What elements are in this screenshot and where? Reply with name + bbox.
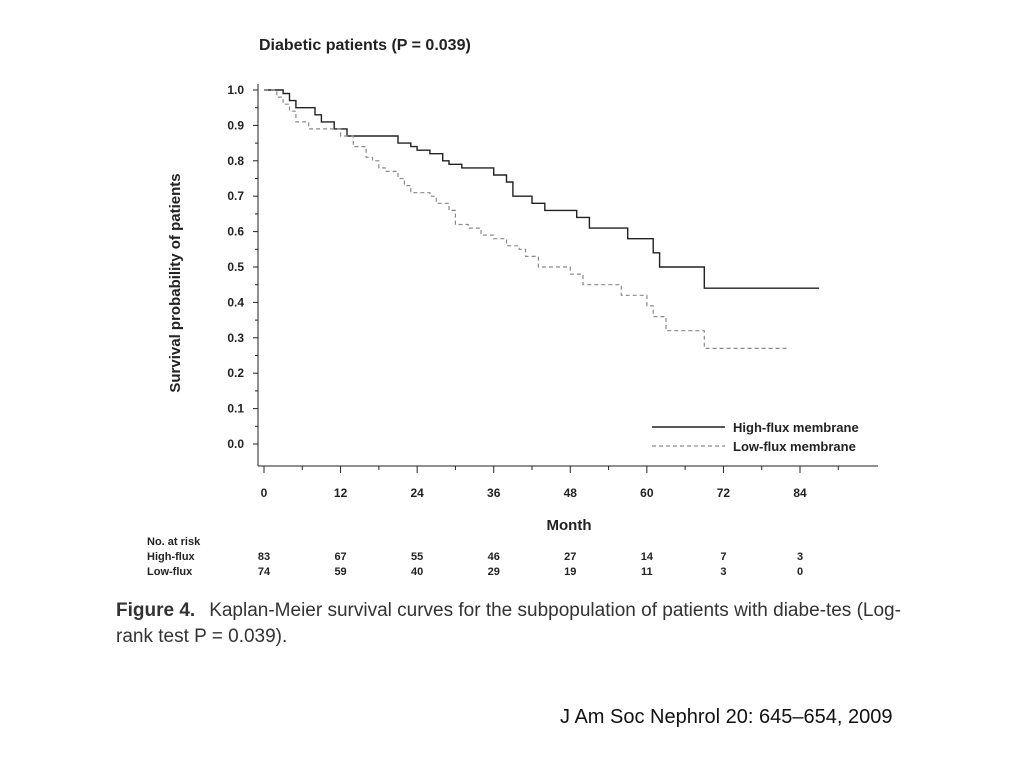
x-tick-label: 0 [261, 486, 268, 500]
risk-row-label-high-flux: High-flux [147, 551, 196, 563]
figure-caption: Figure 4. Kaplan-Meier survival curves fo… [116, 598, 916, 650]
x-tick-label: 36 [487, 486, 501, 500]
y-tick-label: 0.8 [227, 154, 244, 168]
risk-value-low-flux: 3 [720, 566, 726, 578]
risk-table-header: No. at risk [147, 536, 201, 548]
y-tick-label: 0.2 [227, 366, 244, 380]
risk-value-low-flux: 29 [488, 566, 500, 578]
risk-value-high-flux: 46 [488, 551, 500, 563]
x-tick-label: 72 [717, 486, 731, 500]
y-tick-label: 0.5 [227, 260, 244, 274]
risk-values: 83 67 55 46 27 14 7 3 74 59 40 29 19 11 3 0 [258, 551, 803, 578]
figure-caption-label: Figure 4. [116, 600, 196, 621]
y-tick-label: 0.0 [227, 437, 244, 451]
y-tick-label: 0.9 [227, 118, 244, 132]
risk-table: No. at risk High-flux Low-flux 83 67 55 46 2… [147, 536, 803, 578]
series-line-low-flux [264, 89, 788, 349]
x-tick-label: 60 [640, 486, 654, 500]
x-tick-label: 12 [334, 486, 348, 500]
y-tick-label: 0.4 [227, 295, 244, 309]
risk-value-high-flux: 3 [797, 551, 803, 563]
risk-value-high-flux: 27 [564, 551, 576, 563]
risk-value-low-flux: 0 [797, 566, 803, 578]
x-tick-label: 24 [410, 486, 424, 500]
y-tick-label: 1.0 [227, 83, 244, 97]
x-tick-label: 84 [793, 486, 807, 500]
series-line-high-flux [264, 89, 820, 289]
risk-value-high-flux: 83 [258, 551, 270, 563]
risk-value-high-flux: 7 [720, 551, 726, 563]
y-axis-label: Survival probability of patients [167, 173, 184, 392]
risk-value-high-flux: 14 [641, 551, 654, 563]
legend-label-low-flux: Low-flux membrane [733, 439, 856, 454]
y-tick-label: 0.7 [227, 189, 244, 203]
risk-value-low-flux: 40 [411, 566, 423, 578]
x-axis-label: Month [547, 517, 592, 534]
km-chart: Diabetic patients (P = 0.039) Survival p… [147, 37, 878, 578]
y-tick-label: 0.3 [227, 331, 244, 345]
risk-row-label-low-flux: Low-flux [147, 566, 193, 578]
risk-value-high-flux: 67 [334, 551, 346, 563]
series-layer [264, 89, 820, 349]
risk-value-low-flux: 11 [641, 566, 653, 578]
legend: High-flux membrane Low-flux membrane [652, 420, 859, 454]
risk-value-low-flux: 74 [258, 566, 271, 578]
risk-value-low-flux: 19 [564, 566, 576, 578]
risk-value-low-flux: 59 [334, 566, 346, 578]
figure-caption-text: Kaplan-Meier survival curves for the sub… [116, 600, 901, 647]
citation: J Am Soc Nephrol 20: 645–654, 2009 [560, 706, 893, 728]
y-tick-label: 0.1 [227, 402, 244, 416]
risk-value-high-flux: 55 [411, 551, 423, 563]
axes: 0.0 0.1 0.2 0.3 0.4 0.5 0.6 0.7 0.8 0.9 1.0 0 12 24 36… [227, 83, 878, 500]
legend-label-high-flux: High-flux membrane [733, 420, 859, 435]
x-tick-label: 48 [564, 486, 578, 500]
chart-title: Diabetic patients (P = 0.039) [259, 37, 471, 54]
y-tick-label: 0.6 [227, 225, 244, 239]
